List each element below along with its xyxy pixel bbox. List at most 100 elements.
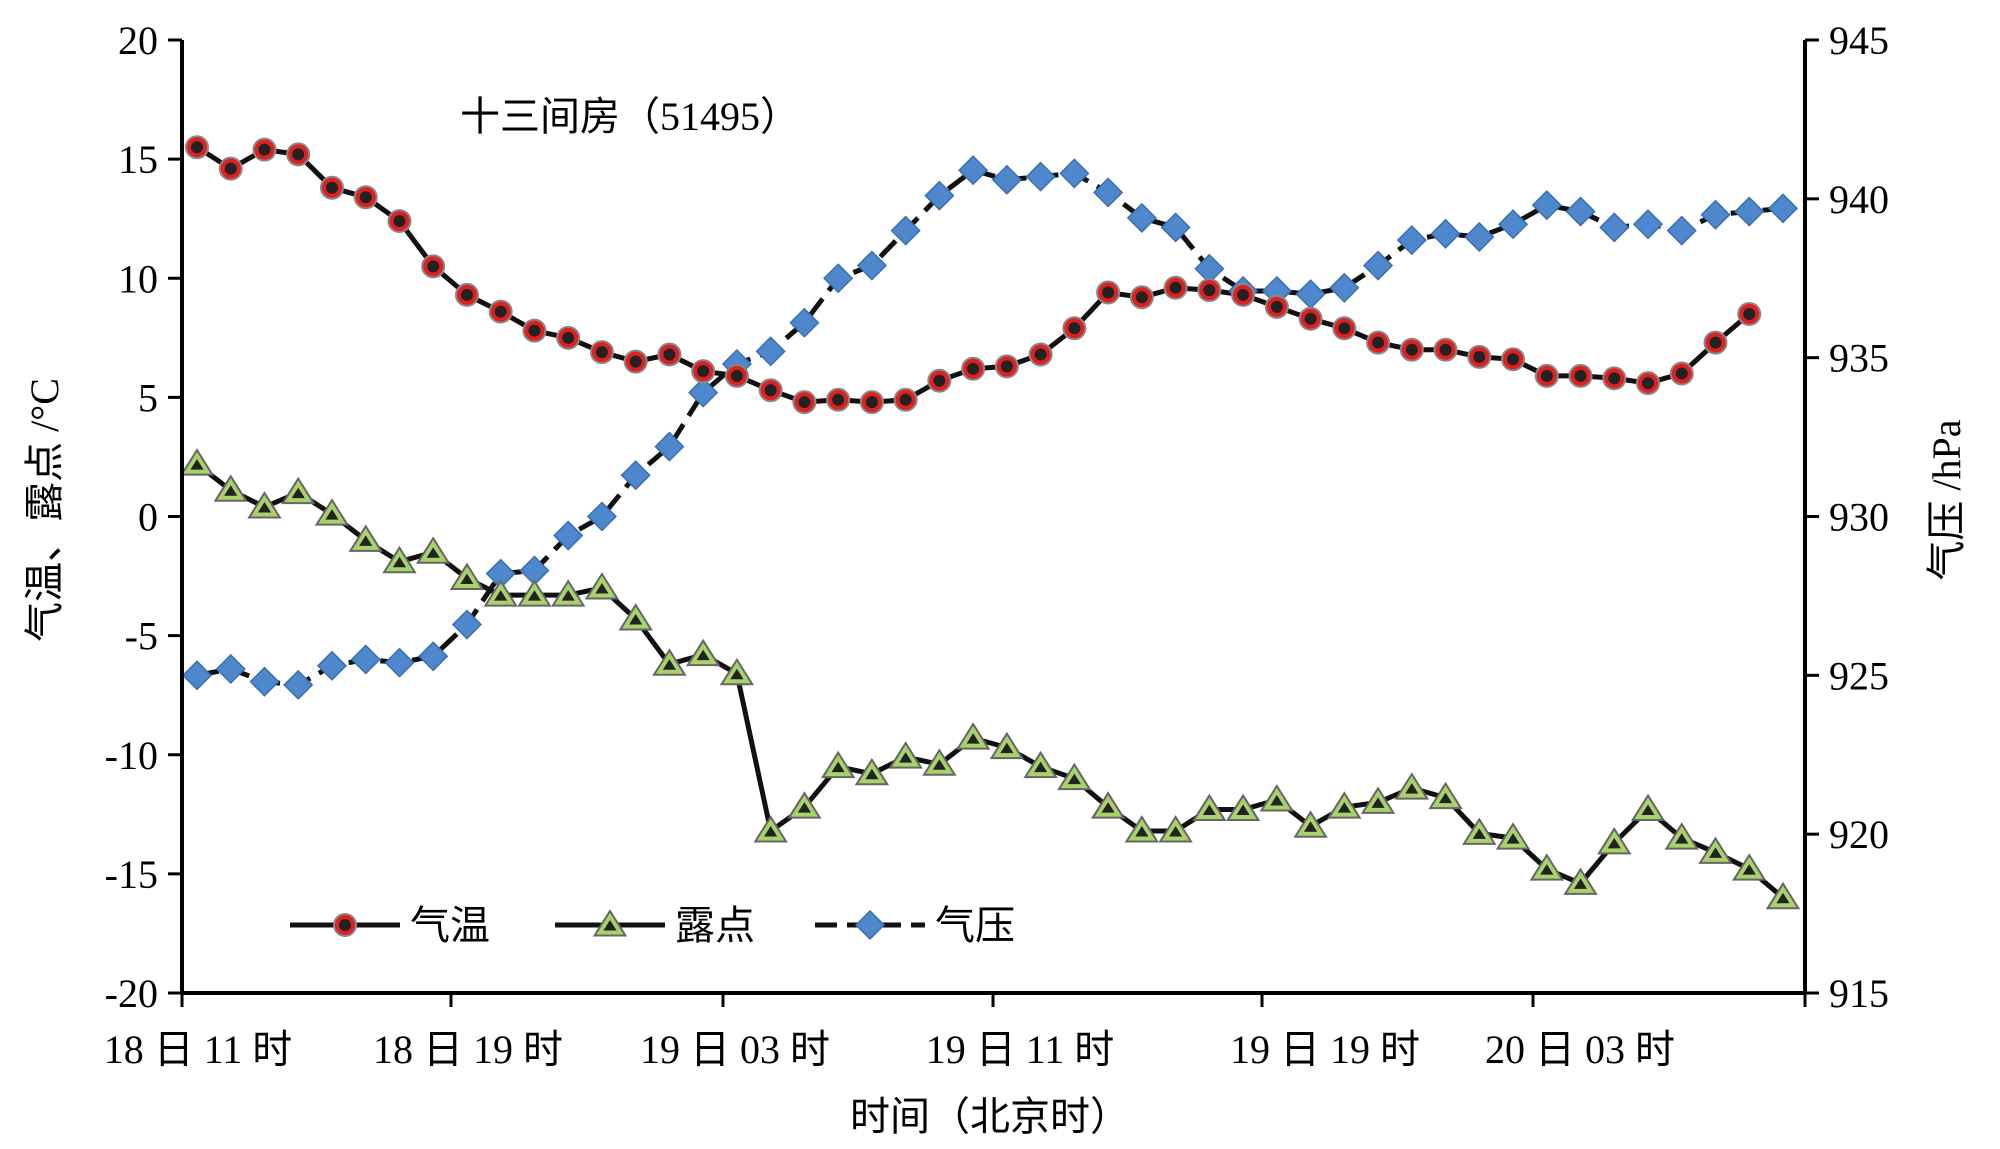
temperature-point-core	[1642, 377, 1655, 390]
temperature-point-core	[1000, 360, 1013, 373]
dewpoint-point-core	[1270, 795, 1284, 806]
y-right-tick-label: 915	[1829, 971, 1889, 1016]
temperature-point-core	[1439, 343, 1452, 356]
pressure-point	[1160, 212, 1191, 243]
temperature-point-core	[663, 348, 676, 361]
dewpoint-point-core	[561, 590, 575, 601]
pressure-point	[856, 250, 887, 281]
temperature-point-core	[967, 362, 980, 375]
axes	[180, 40, 1807, 995]
legend-label-temperature: 气温	[410, 903, 490, 948]
temperature-point-core	[1540, 369, 1553, 382]
temperature-point-core	[1574, 369, 1587, 382]
dewpoint-point-core	[1034, 761, 1048, 773]
pressure-point	[688, 377, 719, 408]
temperature-point-core	[258, 143, 271, 156]
pressure-point	[451, 609, 483, 640]
dewpoint-point-core	[1337, 802, 1351, 813]
dewpoint-point-core	[1607, 837, 1621, 849]
dewpoint-point-core	[1641, 804, 1655, 816]
temperature-point-core	[1338, 322, 1351, 335]
dewpoint-point-core	[291, 487, 305, 499]
pressure-point	[890, 215, 921, 246]
temperature-point-core	[427, 260, 440, 273]
temperature-point-core	[528, 324, 541, 337]
dewpoint-point-core	[325, 509, 339, 520]
pressure-point	[1599, 212, 1630, 243]
pressure-point	[1497, 209, 1529, 240]
dewpoint-point-core	[1506, 833, 1520, 844]
chart-title: 十三间房（51495）	[460, 94, 800, 139]
temperature-point-core	[595, 346, 608, 359]
temperature-point-core	[191, 141, 203, 154]
pressure-point	[1734, 196, 1765, 227]
temperature-point-core	[1608, 372, 1621, 385]
pressure-point	[1025, 161, 1056, 192]
pressure-point	[823, 263, 854, 294]
temperature-point-core	[764, 384, 777, 397]
temperature-point-core	[1203, 284, 1216, 297]
y-right-tick-label: 945	[1829, 18, 1889, 63]
dewpoint-point-core	[190, 459, 204, 470]
temperature-point-core	[1709, 336, 1722, 349]
pressure-point	[654, 431, 685, 462]
dewpoint-point-core	[1540, 864, 1554, 875]
pressure-point	[350, 644, 381, 675]
pressure-point	[958, 155, 989, 186]
pressure-point	[620, 460, 651, 491]
pressure-point	[1767, 193, 1799, 224]
pressure-point	[1430, 218, 1461, 249]
dewpoint-point-core	[662, 659, 677, 670]
temperature-point-core	[292, 148, 305, 161]
temperature-point-core	[798, 396, 811, 409]
dewpoint-point-core	[1202, 804, 1216, 816]
dewpoint-point-core	[460, 573, 474, 584]
temperature-point-core	[460, 288, 473, 301]
temperature-point-core	[325, 181, 338, 194]
temperature-point-core	[1743, 307, 1756, 320]
temperature-point-core	[1270, 300, 1283, 313]
temperature-point-core	[1169, 281, 1182, 294]
dewpoint-point-core	[494, 590, 508, 601]
dewpoint-point-core	[1472, 828, 1486, 839]
pressure-point	[1531, 190, 1562, 221]
dewpoint-point-core	[932, 759, 946, 770]
x-axis-title: 时间（北京时）	[850, 1094, 1130, 1139]
y-right-tick-label: 930	[1829, 495, 1889, 540]
y-left-tick-label: -10	[105, 733, 158, 778]
ticks: -20 -15 -10 -5 0 5 10 15 20 915 920 925 930 935 940 945…	[104, 18, 1889, 1072]
dewpoint-point-core	[257, 501, 272, 513]
dewpoint-point-core	[629, 613, 643, 625]
dewpoint-point-core	[1438, 792, 1453, 804]
dewpoint-point-core	[764, 825, 778, 837]
temperature-point-core	[697, 365, 710, 378]
pressure-point	[1295, 279, 1326, 310]
pressure-point	[1464, 221, 1495, 253]
dewpoint-point-core	[1573, 878, 1588, 889]
pressure-point	[586, 501, 617, 532]
pressure-point	[181, 660, 213, 691]
y-left-tick-label: 10	[118, 256, 158, 301]
dewpoint-point-core	[1236, 804, 1250, 816]
temperature-point-core	[933, 374, 946, 387]
pressure-point	[924, 180, 955, 211]
pressure-point	[1093, 177, 1124, 208]
pressure-point	[1363, 250, 1394, 281]
series-line-pressure	[196, 167, 1784, 688]
dewpoint-point-core	[1405, 783, 1419, 794]
pressure-point	[1329, 272, 1360, 303]
dewpoint-point-core	[696, 649, 710, 661]
dewpoint-point-core	[1776, 892, 1790, 904]
pressure-point	[789, 307, 820, 338]
y-left-tick-label: -15	[105, 852, 158, 897]
pressure-point	[1396, 225, 1427, 256]
legend-marker-pressure	[854, 909, 886, 941]
temperature-point-core	[562, 331, 575, 344]
y-right-tick-label: 935	[1829, 336, 1889, 381]
legend-marker-dewpoint-core	[603, 920, 617, 931]
dewpoint-point-core	[1675, 833, 1689, 844]
dewpoint-point-core	[1101, 802, 1115, 813]
y-axis-left-title: 气温、露点 /°C	[22, 378, 67, 642]
y-right-tick-label: 925	[1829, 653, 1889, 698]
